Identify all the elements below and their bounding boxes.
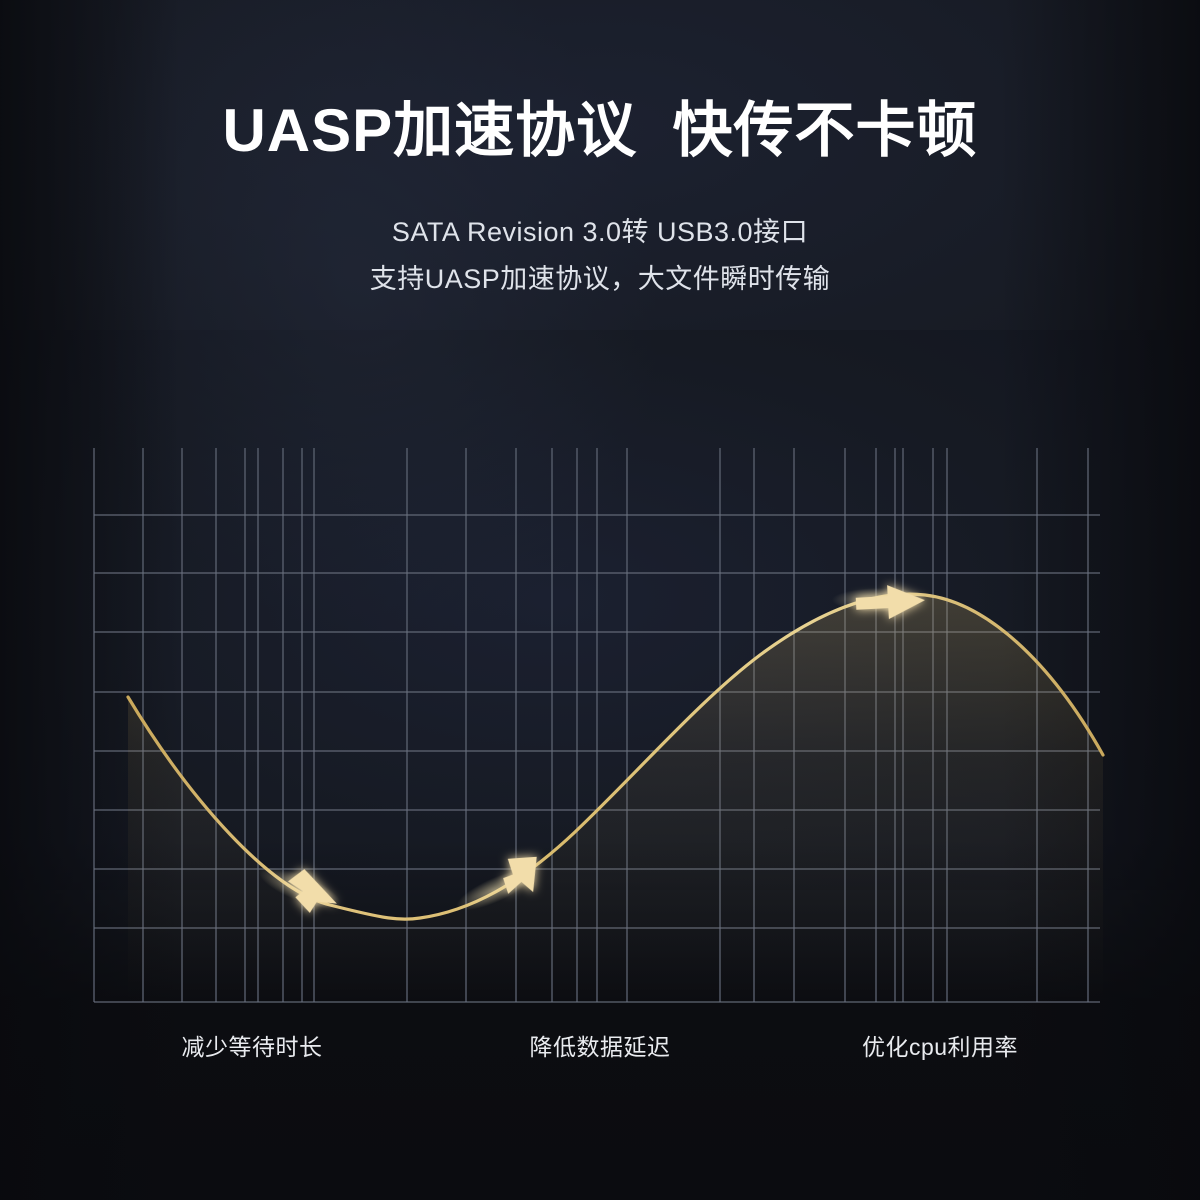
subtitle-line-2: 支持UASP加速协议，大文件瞬时传输 bbox=[369, 264, 831, 295]
caption-reduce-wait: 减少等待时长 bbox=[181, 1034, 323, 1060]
page-subtitle: SATA Revision 3.0转 USB3.0接口 支持UASP加速协议，大… bbox=[0, 209, 1200, 304]
background-mid-glow bbox=[0, 330, 1200, 890]
chart-captions: 减少等待时长 降低数据延迟 优化cpu利用率 bbox=[0, 1028, 1200, 1068]
caption-optimize-cpu: 优化cpu利用率 bbox=[861, 1034, 1019, 1060]
subtitle-line-1: SATA Revision 3.0转 USB3.0接口 bbox=[391, 217, 809, 247]
caption-lower-latency: 降低数据延迟 bbox=[529, 1034, 671, 1060]
page-title: UASP加速协议 快传不卡顿 bbox=[222, 97, 978, 164]
header-block: UASP加速协议 快传不卡顿 SATA Revision 3.0转 USB3.0… bbox=[0, 96, 1200, 304]
background-bottom-fade bbox=[0, 840, 1200, 1200]
